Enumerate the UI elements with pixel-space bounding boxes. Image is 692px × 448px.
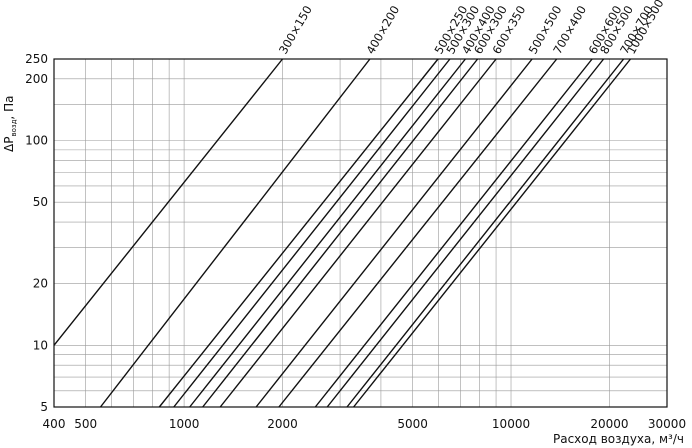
y-tick-labels: 5 10 20 50 100 200 250 bbox=[25, 52, 48, 414]
x-tick-label: 5000 bbox=[397, 417, 428, 431]
series-labels: 300×150 400×200 500×250500×300400×400600×3… bbox=[276, 0, 667, 57]
series-label: 300×150 bbox=[276, 3, 315, 56]
x-tick-label: 1000 bbox=[169, 417, 200, 431]
series-line bbox=[255, 58, 533, 408]
plot-frame bbox=[53, 58, 668, 408]
series-line bbox=[53, 58, 284, 346]
x-tick-label: 20000 bbox=[590, 417, 628, 431]
y-tick-label: 5 bbox=[40, 400, 48, 414]
y-axis-label-unit: , Па bbox=[2, 96, 16, 120]
y-axis-label-sub: возд bbox=[10, 119, 18, 136]
series-line bbox=[158, 58, 439, 408]
x-tick-label: 500 bbox=[74, 417, 97, 431]
y-axis-label-main: ΔP bbox=[2, 137, 16, 152]
chart-grid bbox=[54, 59, 667, 407]
x-axis-label: Расход воздуха, м³/ч bbox=[553, 432, 684, 446]
series-line bbox=[189, 58, 466, 408]
x-tick-label: 400 bbox=[43, 417, 66, 431]
y-tick-label: 200 bbox=[25, 72, 48, 86]
y-axis-label: ΔPвозд, Па bbox=[2, 96, 18, 152]
x-tick-label: 30000 bbox=[648, 417, 686, 431]
y-tick-label: 100 bbox=[25, 134, 48, 148]
series-line bbox=[219, 58, 497, 408]
series-label: 400×200 bbox=[363, 3, 402, 56]
y-tick-label: 250 bbox=[25, 52, 48, 66]
series-line bbox=[326, 58, 605, 408]
series-line bbox=[353, 58, 632, 408]
y-tick-label: 20 bbox=[33, 277, 48, 291]
x-tick-labels: 400 500 1000 2000 5000 10000 20000 30000 bbox=[43, 417, 687, 431]
x-tick-label: 2000 bbox=[267, 417, 298, 431]
series-line bbox=[314, 58, 593, 408]
series-line bbox=[278, 58, 558, 408]
chart-series bbox=[53, 58, 632, 408]
series-line bbox=[346, 58, 625, 408]
series-line bbox=[173, 58, 451, 408]
x-tick-label: 10000 bbox=[492, 417, 530, 431]
series-line bbox=[99, 58, 371, 408]
y-tick-label: 10 bbox=[33, 338, 48, 352]
y-tick-label: 50 bbox=[33, 195, 48, 209]
series-line bbox=[202, 58, 479, 408]
